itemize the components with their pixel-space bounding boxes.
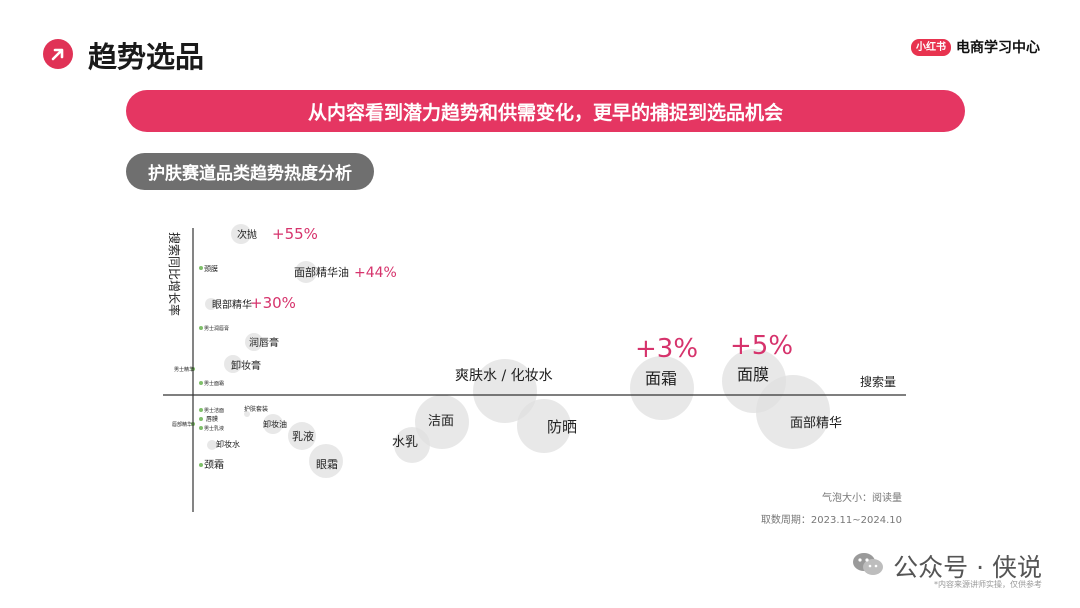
bubble-label-18: 卸妆水 <box>216 439 240 449</box>
bubble-label-5: 润唇膏 <box>249 336 279 349</box>
bubbles-layer <box>191 224 830 478</box>
y-axis-label: 搜索同比增长率 <box>167 232 182 316</box>
bubble-25 <box>756 375 830 449</box>
brand: 小红书 电商学习中心 <box>911 37 1040 57</box>
bubble-size-note: 气泡大小：阅读量 <box>822 493 902 504</box>
bubble-label-3: 眼部精华 <box>212 298 252 311</box>
footer-note: *内容来源讲师实操，仅供参考 <box>934 580 1042 589</box>
growth-label-11: +5% <box>730 331 793 361</box>
bubble-21 <box>309 444 343 478</box>
bubble-label-14: 男士乳液 <box>204 425 224 432</box>
bubble-label-20: 颈霜 <box>204 459 224 471</box>
bubble-2 <box>295 261 317 283</box>
arrow-up-right-icon <box>43 39 73 69</box>
bubble-13 <box>199 417 203 421</box>
bubble-label-23: 水乳 <box>392 435 418 450</box>
bubble-label-24: 防晒 <box>547 418 577 436</box>
bubble-label-17: 卸妆油 <box>263 419 287 429</box>
bubble-24 <box>517 399 571 453</box>
footer-text: 公众号 · 侠说 <box>893 553 1042 582</box>
bubble-18 <box>207 440 217 450</box>
period-note: 取数周期：2023.11~2024.10 <box>760 515 902 526</box>
wechat-icon <box>851 551 885 581</box>
bubble-10 <box>630 356 694 420</box>
bubble-label-12: 男士洁面 <box>204 407 224 414</box>
bubble-label-19: 乳液 <box>292 429 314 443</box>
bubble-8 <box>199 381 203 385</box>
bubble-label-7: 卸妆膏 <box>231 359 261 372</box>
bubble-3 <box>205 298 217 310</box>
x-axis-label: 搜索量 <box>860 374 896 389</box>
bubble-label-1: 颈膜 <box>204 264 218 273</box>
bubble-0 <box>231 224 251 244</box>
growth-label-2: +44% <box>354 265 397 281</box>
bubble-20 <box>199 463 203 467</box>
bubble-16 <box>244 411 250 417</box>
bubble-19 <box>288 422 316 450</box>
bubble-label-15: 唇部精华 <box>172 421 192 428</box>
bubble-14 <box>199 426 203 430</box>
bubble-label-2: 面部精华油 <box>294 265 349 279</box>
bubble-label-8: 男士面霜 <box>204 380 224 387</box>
brand-badge: 小红书 <box>911 38 951 56</box>
bubble-1 <box>199 266 203 270</box>
bubble-label-21: 眼霜 <box>316 458 338 471</box>
bubble-label-4: 男士润唇膏 <box>204 325 229 332</box>
bubble-22 <box>415 395 469 449</box>
bubble-label-16: 护肤套装 <box>244 405 268 413</box>
footer: 公众号 · 侠说 <box>851 548 1042 584</box>
bubble-label-22: 洁面 <box>428 414 454 429</box>
bubble-23 <box>394 427 430 463</box>
growth-label-3: +30% <box>250 294 296 312</box>
bubble-label-9: 爽肤水 / 化妆水 <box>455 368 553 384</box>
bubble-label-10: 面霜 <box>645 369 677 388</box>
bubble-5 <box>245 333 263 351</box>
bubble-12 <box>199 408 203 412</box>
banner: 从内容看到潜力趋势和供需变化，更早的捕捉到选品机会 <box>126 90 965 132</box>
page-title: 趋势选品 <box>88 40 205 74</box>
bubble-label-11: 面膜 <box>737 365 769 384</box>
growth-label-10: +3% <box>635 334 698 364</box>
bubble-label-6: 男士精华 <box>174 366 194 373</box>
bubble-label-13: 唇膜 <box>206 415 218 423</box>
bubble-label-0: 次抛 <box>237 228 257 241</box>
bubble-4 <box>199 326 203 330</box>
section-subtitle: 护肤赛道品类趋势热度分析 <box>126 153 374 190</box>
bubble-17 <box>263 414 283 434</box>
bubble-7 <box>224 355 242 373</box>
growth-label-0: +55% <box>272 225 318 243</box>
bubble-label-25: 面部精华 <box>790 416 842 431</box>
bubble-9 <box>473 359 537 423</box>
brand-text: 电商学习中心 <box>956 40 1040 56</box>
